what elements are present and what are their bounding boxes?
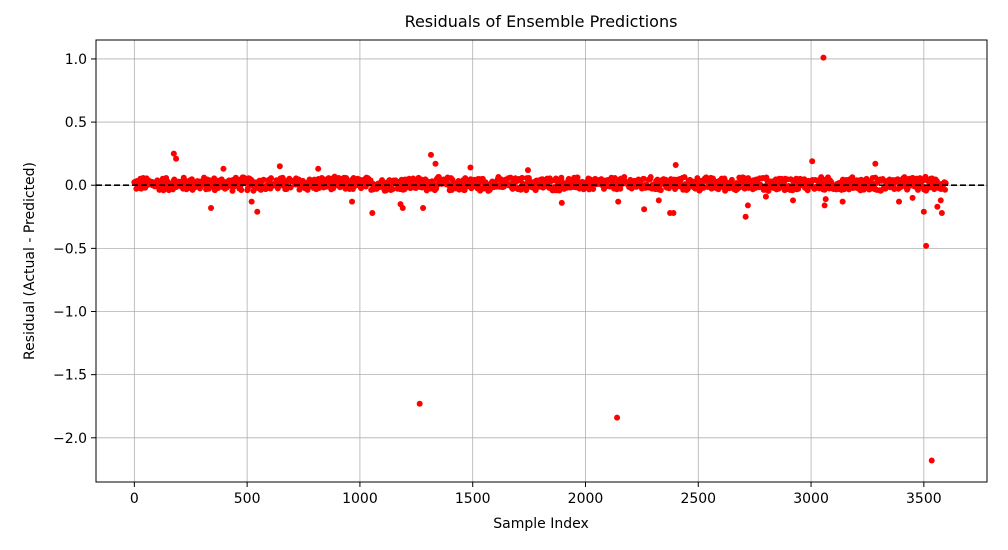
outlier-point [822, 196, 829, 203]
data-point [260, 176, 267, 183]
data-point [389, 186, 396, 193]
outlier-point [349, 198, 356, 205]
outlier-point [524, 167, 531, 174]
x-tick-label: 3000 [793, 491, 829, 507]
outlier-point [934, 203, 941, 210]
outlier-point [399, 204, 406, 211]
outlier-point [467, 164, 474, 171]
x-tick-label: 500 [234, 491, 261, 507]
data-point [519, 174, 526, 181]
outlier-point [432, 160, 439, 167]
data-point [429, 178, 436, 185]
plot-background [96, 40, 987, 482]
data-point [818, 174, 825, 181]
outlier-point [909, 194, 916, 201]
data-point [657, 187, 664, 194]
data-point [681, 174, 688, 181]
x-tick-label: 2000 [568, 491, 604, 507]
outlier-point [938, 210, 945, 217]
plot-frame [95, 39, 988, 483]
outlier-point [670, 210, 677, 217]
data-point [879, 175, 886, 182]
y-axis-ticks: 1.0 0.5 0.0 −0.5 −1.0 −1.5 −2.0 [53, 52, 96, 447]
outlier-point [614, 414, 621, 421]
data-point [532, 187, 539, 194]
outlier-point [655, 197, 662, 204]
outlier-point [872, 160, 879, 167]
data-point [640, 175, 647, 182]
y-tick-label: −1.5 [53, 368, 87, 384]
outlier-point [416, 400, 423, 407]
outlier-point [420, 204, 427, 211]
x-tick-label: 3500 [906, 491, 942, 507]
outlier-point [809, 158, 816, 165]
outlier-point [744, 202, 751, 209]
outlier-point [937, 197, 944, 204]
data-point [358, 185, 365, 192]
data-point [238, 186, 245, 193]
outlier-point [173, 155, 180, 162]
outlier-point [369, 210, 376, 217]
outlier-point [248, 198, 255, 205]
outlier-point [821, 202, 828, 209]
outlier-point [254, 208, 261, 215]
y-tick-label: 0.0 [65, 178, 87, 194]
outlier-point [427, 151, 434, 158]
outlier-point [315, 165, 322, 172]
outlier-point [762, 193, 769, 200]
data-point [647, 174, 654, 181]
y-axis-label: Residual (Actual - Predicted) [22, 162, 38, 360]
outlier-point [928, 457, 935, 464]
y-tick-label: 1.0 [65, 52, 87, 68]
outlier-point [790, 197, 797, 204]
x-tick-label: 2500 [680, 491, 716, 507]
outlier-point [220, 165, 227, 172]
outlier-point [208, 204, 215, 211]
x-tick-label: 1000 [342, 491, 378, 507]
data-point [268, 175, 275, 182]
data-point [849, 174, 856, 181]
data-point [942, 186, 949, 193]
outlier-point [558, 199, 565, 206]
outlier-point [839, 198, 846, 205]
outlier-point [615, 198, 622, 205]
data-point [901, 174, 908, 181]
data-point [765, 187, 772, 194]
data-point [694, 175, 701, 182]
outlier-point [276, 163, 283, 170]
chart-title: Residuals of Ensemble Predictions [405, 12, 678, 31]
y-tick-label: −1.0 [53, 305, 87, 321]
outlier-point [820, 54, 827, 61]
outlier-point [641, 206, 648, 213]
x-tick-label: 0 [130, 491, 139, 507]
x-tick-label: 1500 [455, 491, 491, 507]
y-tick-label: −0.5 [53, 241, 87, 257]
x-axis-label: Sample Index [493, 516, 588, 532]
outlier-point [170, 150, 177, 157]
outlier-point [896, 198, 903, 205]
y-tick-label: −2.0 [53, 431, 87, 447]
outlier-point [672, 162, 679, 169]
outlier-point [923, 242, 930, 249]
x-axis-ticks: 0 500 1000 1500 2000 2500 3000 3500 [130, 482, 942, 507]
outlier-point [742, 213, 749, 220]
y-tick-label: 0.5 [65, 115, 87, 131]
outlier-point [920, 208, 927, 215]
